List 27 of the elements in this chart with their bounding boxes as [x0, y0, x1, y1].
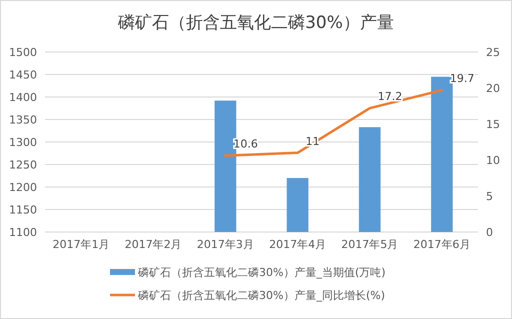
x-tick-label: 2017年1月	[52, 238, 110, 251]
x-tick-label: 2017年3月	[196, 238, 254, 251]
legend-label: 磷矿石（折含五氧化二磷30%）产量_当期值(万吨)	[137, 266, 386, 279]
x-tick-label: 2017年5月	[341, 238, 398, 251]
y2-tick-label: 25	[486, 46, 500, 59]
x-tick-label: 2017年4月	[269, 238, 326, 251]
y2-tick-label: 0	[486, 226, 493, 239]
y2-tick-label: 15	[486, 118, 500, 131]
x-tick-label: 2017年6月	[413, 238, 470, 251]
chart-title: 磷矿石（折含五氧化二磷30%）产量	[117, 13, 394, 33]
y-tick-label: 1400	[9, 91, 37, 104]
y-tick-label: 1300	[9, 136, 37, 149]
y-tick-label: 1200	[9, 181, 37, 194]
data-label: 19.7	[450, 72, 474, 86]
y-tick-label: 1150	[9, 204, 37, 216]
y-tick-label: 1100	[9, 226, 37, 239]
x-tick-label: 2017年2月	[124, 238, 182, 251]
y-tick-label: 1500	[9, 46, 37, 59]
line-series	[224, 88, 444, 157]
y2-tick-label: 20	[486, 82, 500, 95]
data-label: 17.2	[378, 90, 402, 104]
y-tick-label: 1350	[9, 114, 37, 126]
y2-tick-label: 5	[486, 190, 493, 203]
y-tick-label: 1450	[9, 68, 37, 82]
legend-label: 磷矿石（折含五氧化二磷30%）产量_同比增长(%)	[137, 289, 385, 302]
y-tick-label: 1250	[9, 158, 37, 172]
y2-tick-label: 10	[486, 154, 500, 167]
